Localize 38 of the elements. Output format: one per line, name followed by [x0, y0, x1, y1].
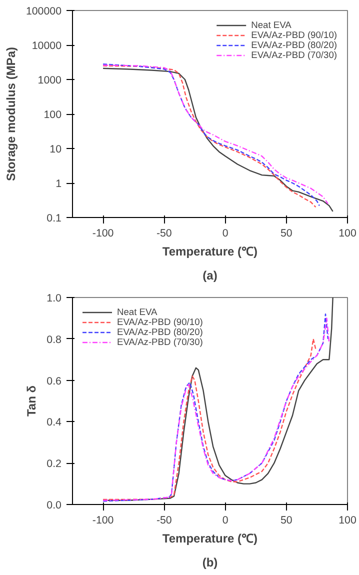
legend-label: EVA/Az-PBD (80/20) — [251, 40, 337, 50]
x-axis-title: Temperature (℃) — [162, 244, 258, 258]
line-series — [102, 338, 316, 500]
y-tick-label: 1.0 — [46, 292, 62, 304]
x-tick-label: 100 — [338, 514, 356, 526]
legend-label: EVA/Az-PBD (90/10) — [251, 30, 337, 40]
x-tick-label: -100 — [92, 514, 114, 526]
x-tick-label: -100 — [92, 228, 114, 240]
x-tick-label: 100 — [338, 228, 356, 240]
y-axis-title: Storage modulus (MPa) — [4, 46, 18, 182]
y-tick-label: 0.8 — [46, 334, 62, 346]
legend-label: EVA/Az-PBD (70/30) — [117, 337, 203, 347]
x-axis-title: Temperature (℃) — [162, 532, 258, 546]
legend-label: Neat EVA — [251, 20, 292, 30]
y-tick-label: 1 — [56, 178, 62, 190]
legend-label: Neat EVA — [117, 307, 158, 317]
y-tick-label: 100000 — [26, 6, 62, 18]
x-tick-label: 0 — [222, 228, 228, 240]
legend-label: EVA/Az-PBD (80/20) — [117, 327, 203, 337]
y-tick-label: 0.4 — [46, 416, 62, 429]
text: (b) — [202, 556, 218, 570]
y-tick-label: 0.6 — [46, 375, 62, 388]
legend-label: EVA/Az-PBD (70/30) — [251, 50, 337, 60]
y-tick-label: 0.2 — [46, 458, 62, 470]
y-tick-label: 0.0 — [46, 500, 62, 512]
x-tick-label: 0 — [222, 514, 228, 526]
y-axis-title: Tan δ — [24, 385, 39, 417]
x-tick-label: 50 — [280, 514, 292, 526]
y-tick-label: 0.1 — [46, 212, 62, 224]
text: (a) — [202, 268, 218, 282]
legend-label: EVA/Az-PBD (90/10) — [117, 317, 203, 327]
x-tick-label: 50 — [280, 228, 292, 240]
x-tick-label: -50 — [156, 228, 172, 240]
y-tick-label: 1000 — [38, 74, 62, 86]
y-tick-label: 10000 — [32, 40, 62, 52]
y-tick-label: 10 — [50, 144, 62, 156]
x-tick-label: -50 — [156, 514, 172, 526]
y-tick-label: 100 — [44, 109, 62, 121]
